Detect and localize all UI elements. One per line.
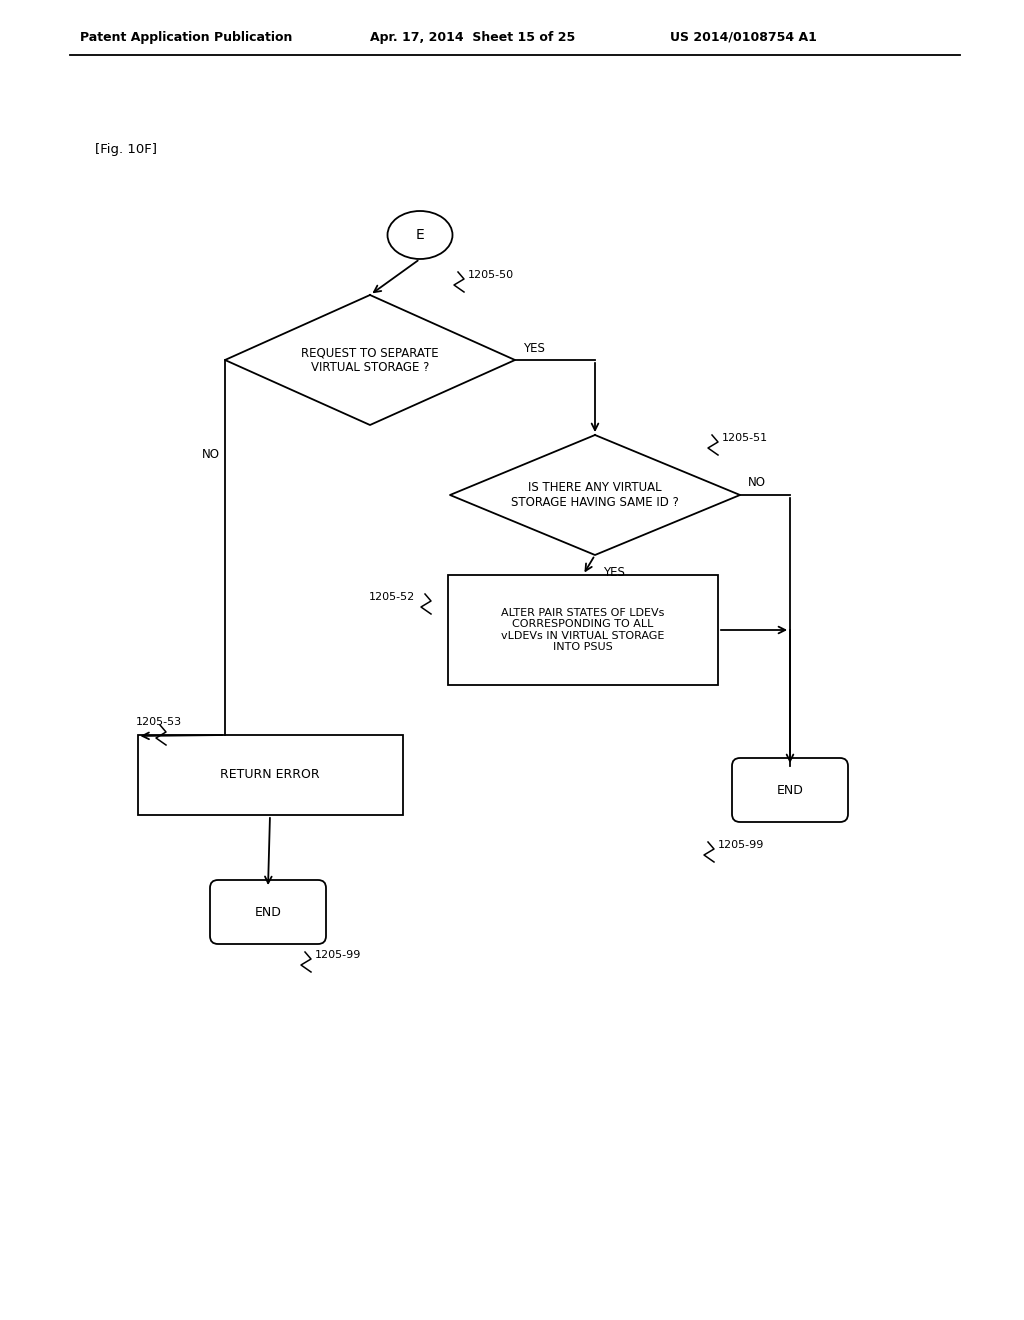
Text: 1205-51: 1205-51 — [722, 433, 768, 444]
Bar — [137, 735, 402, 814]
Text: Patent Application Publication: Patent Application Publication — [80, 30, 293, 44]
Text: IS THERE ANY VIRTUAL
STORAGE HAVING SAME ID ?: IS THERE ANY VIRTUAL STORAGE HAVING SAME… — [511, 480, 679, 510]
Text: YES: YES — [603, 566, 625, 579]
Text: 1205-99: 1205-99 — [315, 950, 361, 960]
Text: NO: NO — [748, 477, 766, 490]
Text: REQUEST TO SEPARATE
VIRTUAL STORAGE ?: REQUEST TO SEPARATE VIRTUAL STORAGE ? — [301, 346, 439, 374]
Text: US 2014/0108754 A1: US 2014/0108754 A1 — [670, 30, 817, 44]
Text: 1205-99: 1205-99 — [718, 840, 764, 850]
FancyBboxPatch shape — [210, 880, 326, 944]
Text: NO: NO — [202, 449, 220, 462]
FancyBboxPatch shape — [732, 758, 848, 822]
Text: 1205-50: 1205-50 — [468, 271, 514, 280]
Bar — [449, 576, 718, 685]
Text: E: E — [416, 228, 424, 242]
Text: END: END — [776, 784, 804, 796]
Text: [Fig. 10F]: [Fig. 10F] — [95, 144, 157, 157]
Text: Apr. 17, 2014  Sheet 15 of 25: Apr. 17, 2014 Sheet 15 of 25 — [370, 30, 575, 44]
Text: RETURN ERROR: RETURN ERROR — [220, 768, 319, 781]
Ellipse shape — [387, 211, 453, 259]
Text: 1205-52: 1205-52 — [369, 591, 415, 602]
Text: END: END — [255, 906, 282, 919]
Text: ALTER PAIR STATES OF LDEVs
CORRESPONDING TO ALL
vLDEVs IN VIRTUAL STORAGE
INTO P: ALTER PAIR STATES OF LDEVs CORRESPONDING… — [502, 607, 665, 652]
Text: 1205-53: 1205-53 — [136, 717, 182, 727]
Text: YES: YES — [523, 342, 545, 355]
